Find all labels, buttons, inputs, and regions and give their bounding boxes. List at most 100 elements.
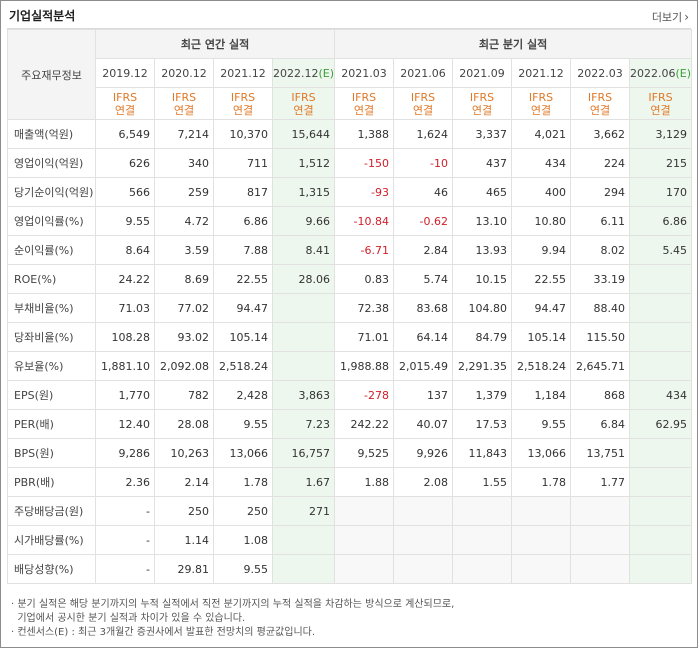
period-label: 2021.09	[459, 66, 505, 80]
ifrs-label: IFRS 연결	[334, 87, 395, 120]
row-label: 당좌비율(%)	[7, 322, 96, 352]
period-label: 2019.12	[102, 66, 148, 80]
table-cell: 17.53	[452, 409, 513, 439]
row-label: PER(배)	[7, 409, 96, 439]
table-row: 영업이익률(%) 9.55 4.72 6.86 9.66 -10.84 -0.62 13.10…	[7, 206, 693, 236]
table-row: PER(배) 12.40 28.08 9.55 7.23 242.22 40.07 17.53…	[7, 409, 693, 439]
table-cell: 1,388	[334, 119, 395, 149]
period-header: 2021.09	[452, 58, 513, 88]
table-cell	[629, 293, 693, 323]
table-cell	[570, 525, 631, 555]
table-cell: 1.78	[213, 467, 273, 497]
table-cell: 83.68	[393, 293, 454, 323]
table-cell	[629, 322, 693, 352]
ifrs-line: 연결	[173, 103, 195, 117]
table-cell	[271, 351, 336, 381]
table-cell	[271, 293, 336, 323]
table-cell: 2,518.24	[511, 351, 572, 381]
table-cell: 9.66	[271, 206, 336, 236]
table-cell: 1,184	[511, 380, 572, 410]
table-row: 영업이익(억원) 626 340 711 1,512 -150 -10 437 434 224 21…	[7, 148, 693, 178]
table-cell: 6.84	[570, 409, 631, 439]
table-cell: 108.28	[95, 322, 155, 352]
financial-table: 주요재무정보 최근 연간 실적 최근 분기 실적 2019.12 2020.12 2…	[7, 29, 693, 584]
ifrs-line: IFRS	[351, 90, 377, 104]
table-cell: 0.83	[334, 264, 395, 294]
estimate-mark: (E)	[318, 66, 335, 80]
table-cell	[629, 496, 693, 526]
period-label: 2022.06	[630, 66, 676, 80]
ifrs-line: 연결	[412, 103, 434, 117]
table-cell: 3,662	[570, 119, 631, 149]
table-cell: 104.80	[452, 293, 513, 323]
table-cell: 15,644	[271, 119, 336, 149]
table-cell: 2.36	[95, 467, 155, 497]
table-cell: 94.47	[511, 293, 572, 323]
table-cell: 6.86	[213, 206, 273, 236]
more-link[interactable]: 더보기 ›	[652, 9, 689, 25]
table-cell	[393, 554, 454, 584]
footnotes: · 분기 실적은 해당 분기까지의 누적 실적에서 직전 분기까지의 누적 실적…	[11, 598, 454, 640]
table-cell: 9.55	[95, 206, 155, 236]
ifrs-label: IFRS 연결	[452, 87, 513, 120]
ifrs-label: IFRS 연결	[629, 87, 693, 120]
table-cell: 22.55	[213, 264, 273, 294]
table-cell: -0.62	[393, 206, 454, 236]
table-row: ROE(%) 24.22 8.69 22.55 28.06 0.83 5.74 10.15 22…	[7, 264, 693, 294]
table-cell: 12.40	[95, 409, 155, 439]
period-header: 2022.12(E)	[271, 58, 336, 88]
period-label: 2021.03	[341, 66, 387, 80]
table-cell: 9.55	[213, 554, 273, 584]
table-cell	[629, 438, 693, 468]
table-cell: 10,263	[154, 438, 214, 468]
table-cell: -278	[334, 380, 395, 410]
period-label: 2020.12	[161, 66, 207, 80]
table-cell: 46	[393, 177, 454, 207]
table-cell: 400	[511, 177, 572, 207]
ifrs-line: IFRS	[469, 90, 495, 104]
row-label: ROE(%)	[7, 264, 96, 294]
table-cell: 242.22	[334, 409, 395, 439]
table-cell	[570, 554, 631, 584]
table-cell: 71.01	[334, 322, 395, 352]
table-cell: 7.23	[271, 409, 336, 439]
period-header: 2021.03	[334, 58, 395, 88]
ifrs-line: IFRS	[112, 90, 138, 104]
table-cell: -	[95, 496, 155, 526]
table-cell: 9.55	[511, 409, 572, 439]
table-cell: -10.84	[334, 206, 395, 236]
table-cell: 250	[154, 496, 214, 526]
table-cell: 2,291.35	[452, 351, 513, 381]
chevron-right-icon: ›	[684, 10, 689, 24]
table-cell: 1,512	[271, 148, 336, 178]
table-cell: 1.67	[271, 467, 336, 497]
ifrs-line: IFRS	[230, 90, 256, 104]
row-label: 시가배당률(%)	[7, 525, 96, 555]
table-cell: 1,624	[393, 119, 454, 149]
ifrs-label: IFRS 연결	[393, 87, 454, 120]
table-cell: 77.02	[154, 293, 214, 323]
table-row: 유보율(%) 1,881.10 2,092.08 2,518.24 1,988.88 2,…	[7, 351, 693, 381]
table-cell	[393, 496, 454, 526]
table-row: 순이익률(%) 8.64 3.59 7.88 8.41 -6.71 2.84 13.93 9.9…	[7, 235, 693, 265]
table-cell: 115.50	[570, 322, 631, 352]
table-cell: 28.08	[154, 409, 214, 439]
table-cell: 3,129	[629, 119, 693, 149]
table-cell	[629, 351, 693, 381]
table-cell: 1.77	[570, 467, 631, 497]
row-label: 순이익률(%)	[7, 235, 96, 265]
row-label: PBR(배)	[7, 467, 96, 497]
corner-header: 주요재무정보	[7, 29, 96, 120]
table-cell: 72.38	[334, 293, 395, 323]
table-cell: 3,863	[271, 380, 336, 410]
table-cell: 1,881.10	[95, 351, 155, 381]
ifrs-line: 연결	[471, 103, 493, 117]
period-header: 2020.12	[154, 58, 214, 88]
table-cell: 1,379	[452, 380, 513, 410]
row-label: 당기순이익(억원)	[7, 177, 96, 207]
table-row: 주당배당금(원) -250 250 271	[7, 496, 693, 526]
table-cell: 10,370	[213, 119, 273, 149]
quarterly-group-header: 최근 분기 실적	[334, 29, 693, 59]
table-cell: 9,926	[393, 438, 454, 468]
